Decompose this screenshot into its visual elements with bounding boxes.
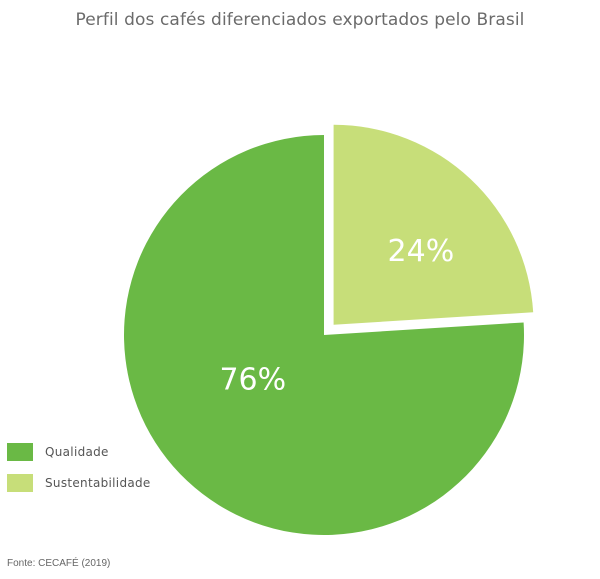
legend-label-sustentabilidade: Sustentabilidade [45,476,151,490]
legend-swatch-sustentabilidade [7,474,33,492]
pie-slice-qualidade[interactable] [123,135,524,535]
legend-label-qualidade: Qualidade [45,445,109,459]
data-label-sustentabilidade: 24% [388,234,455,269]
pie-slice-sustentabilidade[interactable] [333,124,534,325]
legend-item-qualidade[interactable]: Qualidade [7,442,151,462]
legend-swatch-qualidade [7,443,33,461]
data-label-qualidade: 76% [219,362,286,397]
chart-title: Perfil dos cafés diferenciados exportado… [75,10,525,30]
legend-item-sustentabilidade[interactable]: Sustentabilidade [7,473,151,493]
legend: Qualidade Sustentabilidade [7,442,151,504]
source-note: Fonte: CECAFÉ (2019) [7,558,111,569]
